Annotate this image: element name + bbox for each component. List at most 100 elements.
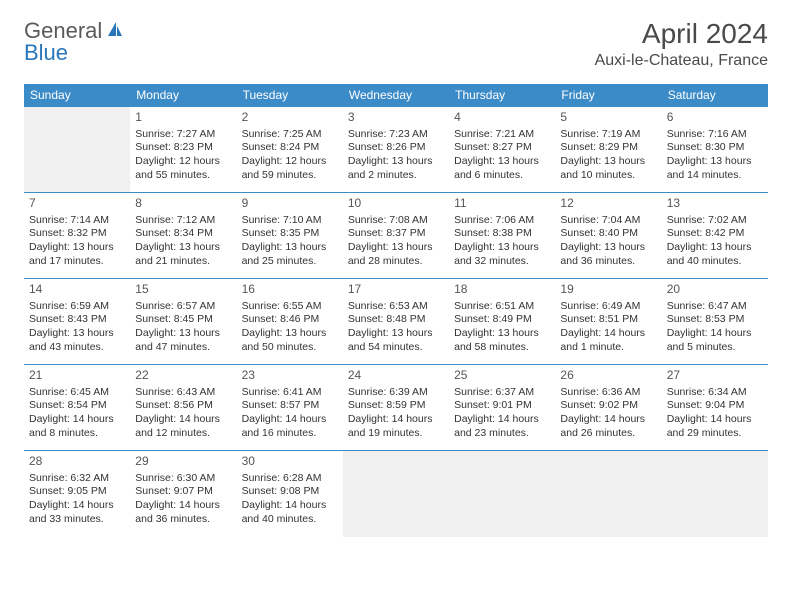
day-number: 20 [667, 282, 763, 298]
day-number: 1 [135, 110, 231, 126]
calendar-cell: 15Sunrise: 6:57 AMSunset: 8:45 PMDayligh… [130, 279, 236, 365]
calendar-week-row: 1Sunrise: 7:27 AMSunset: 8:23 PMDaylight… [24, 107, 768, 193]
cell-sunrise: Sunrise: 7:12 AM [135, 214, 231, 228]
cell-d2: and 26 minutes. [560, 427, 656, 441]
cell-sunrise: Sunrise: 7:21 AM [454, 128, 550, 142]
cell-sunset: Sunset: 8:57 PM [242, 399, 338, 413]
calendar-cell: 20Sunrise: 6:47 AMSunset: 8:53 PMDayligh… [662, 279, 768, 365]
cell-sunrise: Sunrise: 6:55 AM [242, 300, 338, 314]
calendar-cell: 22Sunrise: 6:43 AMSunset: 8:56 PMDayligh… [130, 365, 236, 451]
cell-d1: Daylight: 13 hours [242, 327, 338, 341]
cell-d1: Daylight: 13 hours [560, 241, 656, 255]
weekday-header: Tuesday [237, 84, 343, 107]
cell-d1: Daylight: 14 hours [29, 499, 125, 513]
cell-sunrise: Sunrise: 7:04 AM [560, 214, 656, 228]
cell-d1: Daylight: 14 hours [667, 413, 763, 427]
cell-d2: and 21 minutes. [135, 255, 231, 269]
cell-sunset: Sunset: 8:34 PM [135, 227, 231, 241]
cell-d2: and 59 minutes. [242, 169, 338, 183]
cell-sunset: Sunset: 9:05 PM [29, 485, 125, 499]
cell-sunset: Sunset: 9:01 PM [454, 399, 550, 413]
cell-d1: Daylight: 13 hours [29, 327, 125, 341]
cell-d1: Daylight: 13 hours [454, 327, 550, 341]
logo-word-blue: Blue [24, 40, 68, 65]
calendar-table: SundayMondayTuesdayWednesdayThursdayFrid… [24, 84, 768, 537]
cell-sunset: Sunset: 8:23 PM [135, 141, 231, 155]
cell-sunrise: Sunrise: 6:34 AM [667, 386, 763, 400]
weekday-header: Wednesday [343, 84, 449, 107]
cell-sunset: Sunset: 9:04 PM [667, 399, 763, 413]
cell-sunrise: Sunrise: 6:57 AM [135, 300, 231, 314]
cell-d2: and 58 minutes. [454, 341, 550, 355]
day-number: 14 [29, 282, 125, 298]
cell-sunrise: Sunrise: 6:53 AM [348, 300, 444, 314]
day-number: 26 [560, 368, 656, 384]
day-number: 22 [135, 368, 231, 384]
cell-d1: Daylight: 14 hours [242, 499, 338, 513]
cell-d2: and 25 minutes. [242, 255, 338, 269]
cell-sunrise: Sunrise: 7:10 AM [242, 214, 338, 228]
cell-sunset: Sunset: 8:38 PM [454, 227, 550, 241]
cell-d1: Daylight: 14 hours [135, 499, 231, 513]
calendar-cell: 30Sunrise: 6:28 AMSunset: 9:08 PMDayligh… [237, 451, 343, 537]
day-number: 7 [29, 196, 125, 212]
day-number: 5 [560, 110, 656, 126]
calendar-cell: 14Sunrise: 6:59 AMSunset: 8:43 PMDayligh… [24, 279, 130, 365]
weekday-header: Sunday [24, 84, 130, 107]
cell-sunset: Sunset: 9:07 PM [135, 485, 231, 499]
day-number: 27 [667, 368, 763, 384]
cell-sunrise: Sunrise: 7:14 AM [29, 214, 125, 228]
calendar-cell: 19Sunrise: 6:49 AMSunset: 8:51 PMDayligh… [555, 279, 661, 365]
cell-sunset: Sunset: 8:30 PM [667, 141, 763, 155]
calendar-cell: 24Sunrise: 6:39 AMSunset: 8:59 PMDayligh… [343, 365, 449, 451]
cell-sunrise: Sunrise: 6:47 AM [667, 300, 763, 314]
calendar-cell: 21Sunrise: 6:45 AMSunset: 8:54 PMDayligh… [24, 365, 130, 451]
cell-sunrise: Sunrise: 6:45 AM [29, 386, 125, 400]
cell-d2: and 14 minutes. [667, 169, 763, 183]
day-number: 23 [242, 368, 338, 384]
cell-d2: and 10 minutes. [560, 169, 656, 183]
cell-d1: Daylight: 13 hours [348, 327, 444, 341]
cell-d1: Daylight: 13 hours [348, 155, 444, 169]
cell-d2: and 36 minutes. [560, 255, 656, 269]
calendar-cell: 5Sunrise: 7:19 AMSunset: 8:29 PMDaylight… [555, 107, 661, 193]
cell-d2: and 28 minutes. [348, 255, 444, 269]
day-number: 2 [242, 110, 338, 126]
cell-sunset: Sunset: 8:48 PM [348, 313, 444, 327]
cell-d1: Daylight: 14 hours [560, 413, 656, 427]
cell-d2: and 17 minutes. [29, 255, 125, 269]
calendar-cell-empty [24, 107, 130, 193]
month-title: April 2024 [595, 18, 768, 50]
cell-d2: and 19 minutes. [348, 427, 444, 441]
cell-d1: Daylight: 13 hours [454, 155, 550, 169]
cell-d1: Daylight: 13 hours [667, 155, 763, 169]
day-number: 6 [667, 110, 763, 126]
day-number: 28 [29, 454, 125, 470]
day-number: 12 [560, 196, 656, 212]
cell-d1: Daylight: 13 hours [135, 327, 231, 341]
day-number: 24 [348, 368, 444, 384]
cell-d2: and 5 minutes. [667, 341, 763, 355]
calendar-cell-empty [662, 451, 768, 537]
day-number: 17 [348, 282, 444, 298]
calendar-cell-empty [555, 451, 661, 537]
cell-sunset: Sunset: 8:56 PM [135, 399, 231, 413]
cell-sunset: Sunset: 8:35 PM [242, 227, 338, 241]
cell-d1: Daylight: 13 hours [29, 241, 125, 255]
weekday-header: Friday [555, 84, 661, 107]
cell-d2: and 36 minutes. [135, 513, 231, 527]
calendar-cell: 11Sunrise: 7:06 AMSunset: 8:38 PMDayligh… [449, 193, 555, 279]
cell-sunrise: Sunrise: 6:51 AM [454, 300, 550, 314]
cell-d2: and 2 minutes. [348, 169, 444, 183]
weekday-header-row: SundayMondayTuesdayWednesdayThursdayFrid… [24, 84, 768, 107]
cell-sunrise: Sunrise: 6:39 AM [348, 386, 444, 400]
cell-d2: and 29 minutes. [667, 427, 763, 441]
calendar-cell-empty [343, 451, 449, 537]
cell-sunset: Sunset: 8:53 PM [667, 313, 763, 327]
cell-sunset: Sunset: 8:42 PM [667, 227, 763, 241]
calendar-body: 1Sunrise: 7:27 AMSunset: 8:23 PMDaylight… [24, 107, 768, 537]
calendar-cell: 6Sunrise: 7:16 AMSunset: 8:30 PMDaylight… [662, 107, 768, 193]
calendar-cell: 7Sunrise: 7:14 AMSunset: 8:32 PMDaylight… [24, 193, 130, 279]
cell-d2: and 43 minutes. [29, 341, 125, 355]
cell-sunrise: Sunrise: 7:23 AM [348, 128, 444, 142]
